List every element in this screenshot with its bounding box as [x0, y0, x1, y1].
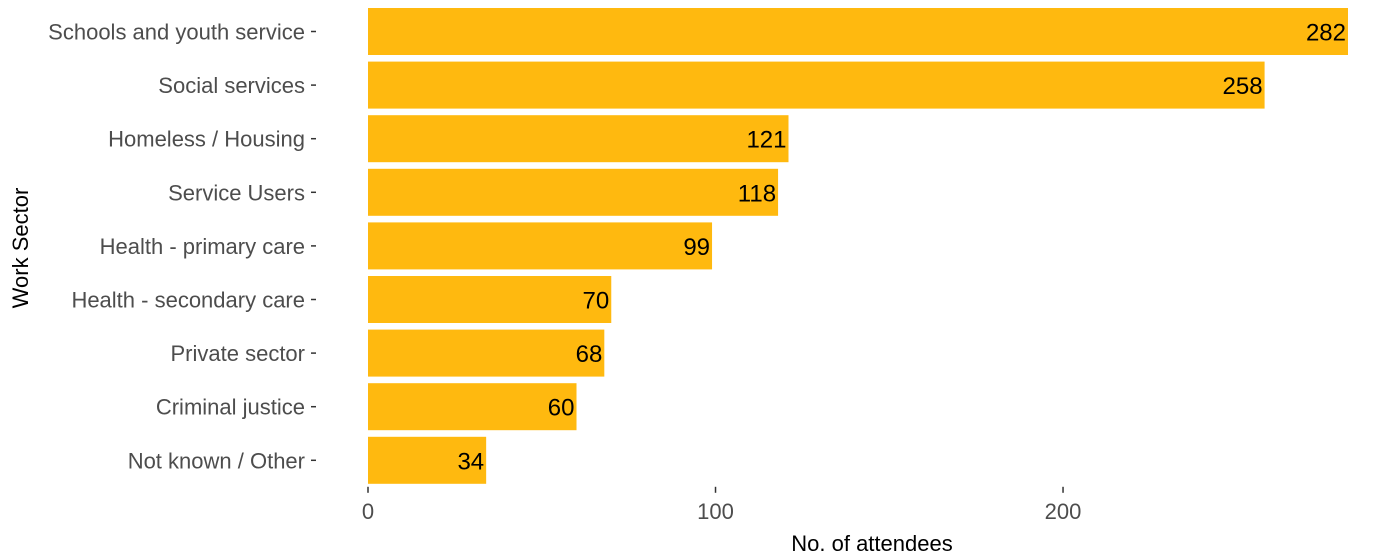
y-tick-label: Private sector	[171, 341, 306, 366]
y-tick-label: Health - secondary care	[71, 288, 305, 313]
bar	[368, 329, 605, 377]
bar	[368, 8, 1348, 55]
y-axis: Schools and youth service Social services…	[48, 20, 316, 473]
data-label: 258	[1223, 73, 1263, 100]
x-axis: 0 100 200	[362, 486, 1082, 524]
y-tick-label: Not known / Other	[128, 448, 305, 473]
data-label: 60	[548, 395, 575, 422]
x-axis-title: No. of attendees	[791, 531, 952, 556]
bar	[368, 276, 612, 323]
y-tick-label: Criminal justice	[156, 395, 305, 420]
bar	[368, 383, 577, 431]
bar	[368, 61, 1265, 109]
bar	[368, 168, 779, 216]
data-label: 118	[738, 180, 776, 207]
bar	[368, 222, 713, 270]
data-label: 68	[576, 341, 603, 368]
y-tick-label: Social services	[158, 73, 305, 98]
y-axis-title: Work Sector	[8, 188, 33, 309]
x-tick-label: 100	[697, 499, 734, 524]
y-tick-label: Homeless / Housing	[108, 127, 305, 152]
data-label: 121	[746, 127, 786, 154]
data-label: 99	[683, 234, 710, 261]
data-label: 70	[583, 288, 610, 315]
y-tick-label: Schools and youth service	[48, 20, 305, 45]
bar	[368, 436, 487, 484]
x-tick-label: 0	[362, 499, 374, 524]
x-tick-label: 200	[1045, 499, 1082, 524]
y-tick-label: Health - primary care	[100, 234, 305, 259]
bar	[368, 115, 789, 163]
data-label: 282	[1306, 20, 1346, 47]
data-label: 34	[457, 448, 484, 475]
y-tick-label: Service Users	[168, 180, 305, 205]
bars-group	[368, 8, 1348, 484]
